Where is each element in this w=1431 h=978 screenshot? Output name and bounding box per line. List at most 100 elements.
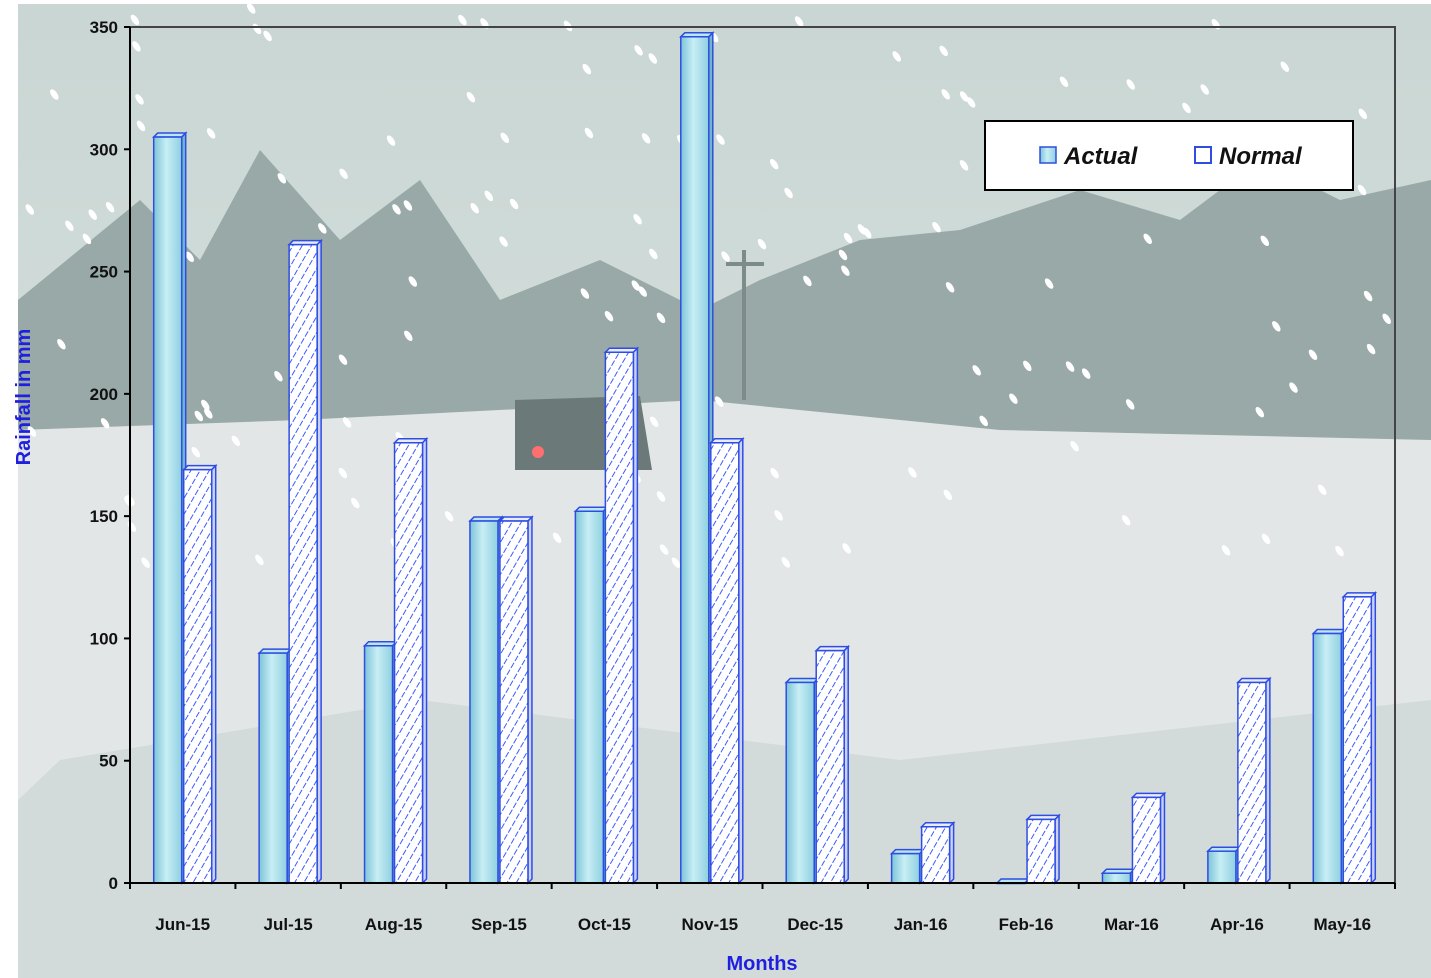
snowflake bbox=[1357, 184, 1367, 196]
bar-actual bbox=[362, 639, 399, 885]
bar-normal bbox=[708, 436, 745, 885]
snowflake bbox=[1200, 84, 1209, 95]
snowflake bbox=[194, 410, 204, 422]
snowflake bbox=[25, 204, 35, 215]
x-tick-label: Jul-15 bbox=[264, 915, 313, 934]
snowflake bbox=[638, 286, 647, 297]
bar-front bbox=[393, 442, 424, 884]
snowflake bbox=[932, 221, 941, 233]
snowflake bbox=[966, 97, 976, 108]
snowflake bbox=[404, 330, 413, 342]
snowflake bbox=[959, 91, 969, 102]
y-tick-label: 100 bbox=[90, 629, 118, 648]
snowflake bbox=[1065, 361, 1075, 372]
snowflake bbox=[604, 310, 614, 322]
bar-front bbox=[710, 442, 740, 884]
snowflake bbox=[1317, 484, 1327, 496]
snowflake bbox=[130, 14, 140, 26]
snowflake bbox=[1366, 343, 1376, 355]
snowflake bbox=[1023, 360, 1032, 372]
bar-normal bbox=[1130, 791, 1167, 885]
snowflake bbox=[1382, 313, 1391, 325]
snowflake bbox=[338, 467, 348, 479]
snowflake bbox=[246, 3, 256, 14]
y-axis: 0 50 100 150 200 250 300 350 bbox=[90, 18, 131, 893]
x-axis: Jun-15 Jul-15 Aug-15 Sep-15 Oct-15 Nov-15 Dec-… bbox=[129, 882, 1396, 934]
x-tick-label: Aug-15 bbox=[365, 915, 423, 934]
snowflake bbox=[135, 94, 144, 105]
snowflake bbox=[769, 158, 779, 170]
bar-front bbox=[469, 520, 499, 884]
snowflake bbox=[979, 415, 988, 427]
bar-actual bbox=[784, 676, 821, 885]
snowflake bbox=[484, 190, 494, 202]
legend-label-normal: Normal bbox=[1219, 143, 1303, 170]
bar-front bbox=[890, 852, 921, 884]
snowflake bbox=[1121, 515, 1131, 526]
bar-actual bbox=[573, 505, 610, 885]
snowflake bbox=[1272, 321, 1281, 332]
snowflake bbox=[803, 275, 812, 287]
snowflake bbox=[563, 20, 573, 32]
snowflake bbox=[972, 365, 981, 376]
bar-front bbox=[1101, 872, 1132, 884]
snowflake bbox=[659, 544, 669, 555]
snowflake bbox=[1070, 440, 1079, 452]
snowflake bbox=[774, 510, 783, 521]
snowflake bbox=[1009, 393, 1018, 404]
x-tick-label: Feb-16 bbox=[999, 915, 1054, 934]
snowflake bbox=[1126, 79, 1135, 90]
bar-front bbox=[152, 136, 183, 884]
snowflake bbox=[274, 370, 283, 382]
snowflake bbox=[1059, 76, 1069, 88]
x-tick-label: Jun-15 bbox=[155, 915, 210, 934]
snowflake bbox=[857, 224, 867, 235]
bar-normal bbox=[287, 238, 323, 885]
snowflake bbox=[444, 511, 454, 522]
bar-normal bbox=[498, 515, 534, 885]
bar-actual bbox=[678, 30, 715, 885]
snowflake bbox=[204, 408, 213, 419]
bar-front bbox=[815, 649, 845, 884]
snowflake bbox=[770, 467, 779, 479]
snowflake bbox=[649, 248, 658, 260]
y-axis-title: Rainfall in mm bbox=[13, 329, 35, 466]
snowflake bbox=[277, 173, 287, 184]
snowflake bbox=[714, 396, 724, 407]
y-tick-label: 150 bbox=[90, 507, 118, 526]
snowflake bbox=[1182, 102, 1191, 114]
bar-front bbox=[182, 468, 213, 884]
snowflake bbox=[1221, 545, 1231, 556]
snowflake bbox=[105, 201, 115, 213]
snowflake bbox=[57, 338, 66, 350]
snowflake bbox=[82, 233, 92, 245]
snowflake bbox=[1260, 235, 1270, 247]
bar-actual bbox=[468, 515, 504, 885]
x-tick-label: Oct-15 bbox=[578, 915, 631, 934]
snowflake bbox=[1308, 349, 1318, 361]
bar-actual bbox=[257, 647, 293, 885]
y-tick-label: 0 bbox=[109, 874, 118, 893]
snowflake bbox=[466, 91, 476, 103]
snowflake bbox=[580, 288, 590, 299]
snowflake bbox=[945, 282, 955, 293]
snowflake bbox=[1125, 399, 1135, 410]
bar-front bbox=[574, 510, 605, 884]
snowflake bbox=[50, 89, 59, 100]
bar-normal bbox=[603, 346, 640, 885]
bar-front bbox=[1312, 632, 1343, 884]
x-tick-label: Dec-15 bbox=[787, 915, 843, 934]
snowflake bbox=[141, 557, 150, 568]
snowflake bbox=[641, 133, 651, 144]
bar-normal bbox=[1025, 813, 1061, 885]
snowflake bbox=[339, 168, 348, 180]
snowflake bbox=[206, 128, 216, 139]
snowflake bbox=[342, 417, 352, 428]
snowflake bbox=[318, 223, 327, 234]
snowflake bbox=[582, 63, 592, 75]
snowflake bbox=[941, 89, 950, 100]
snowflake bbox=[716, 134, 725, 145]
snowflake bbox=[843, 232, 853, 244]
snowflake bbox=[65, 220, 74, 232]
bar-actual bbox=[1206, 845, 1242, 885]
